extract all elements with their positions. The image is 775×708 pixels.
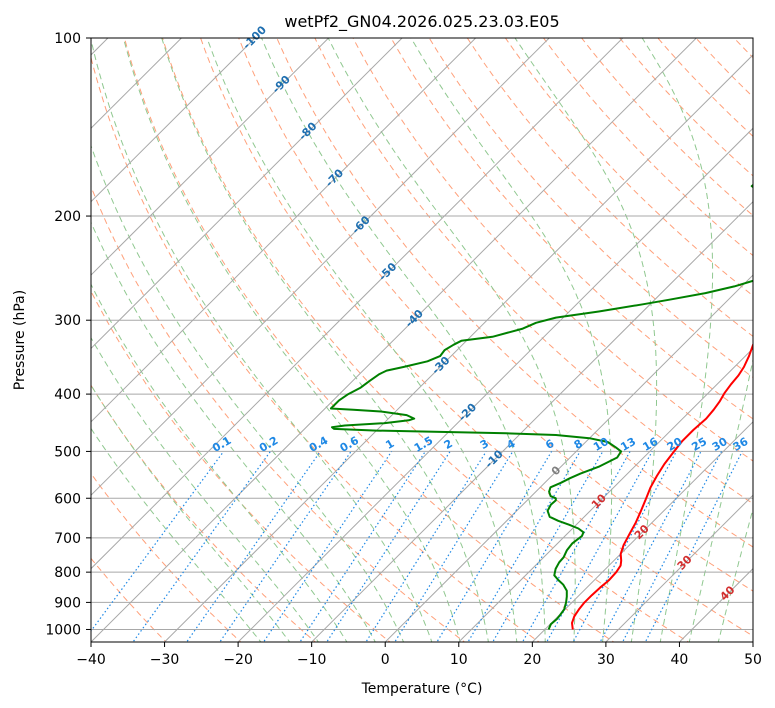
isotherm-line — [605, 494, 753, 642]
x-tick-label: 40 — [671, 652, 689, 668]
dewpoint-line — [329, 183, 753, 630]
plot-frame — [90, 37, 754, 643]
isotherm-line — [531, 421, 753, 642]
x-axis-title: Temperature (°C) — [361, 681, 483, 697]
isotherm-line — [310, 200, 753, 642]
dry-adiabat — [314, 38, 753, 505]
x-tick-label: 20 — [523, 652, 541, 668]
x-tick-label: −20 — [223, 652, 253, 668]
isotherm-line — [384, 274, 753, 642]
dry-adiabat — [466, 38, 753, 338]
y-tick-label: 600 — [54, 491, 81, 507]
y-tick-label: 200 — [54, 209, 81, 225]
mixing-ratio-line — [185, 451, 321, 642]
mixing-ratio-line — [492, 451, 604, 642]
chart-title: wetPf2_GN04.2026.025.23.03.E05 — [284, 12, 559, 32]
x-tick-label: 30 — [597, 652, 615, 668]
moist-adiabat — [91, 144, 405, 642]
profile-lines — [329, 183, 753, 630]
isotherm-line — [91, 38, 550, 496]
dry-adiabat — [200, 38, 753, 637]
dry-adiabat — [504, 38, 753, 297]
isotherm-line — [91, 38, 256, 203]
isotherm-line — [458, 347, 753, 642]
x-tick-label: 0 — [381, 652, 390, 668]
isotherm-line — [91, 38, 403, 350]
y-tick-label: 1000 — [45, 622, 81, 638]
y-axis-title: Pressure (hPa) — [12, 290, 28, 390]
x-tick-label: −40 — [76, 652, 106, 668]
y-tick-label: 900 — [54, 595, 81, 611]
isotherm-line — [91, 38, 624, 570]
y-tick-label: 700 — [54, 531, 81, 547]
temperature-line — [571, 342, 753, 630]
y-tick-label: 800 — [54, 565, 81, 581]
dry-adiabat — [238, 38, 753, 592]
axes: −40 −30 −20 −10 0 10 20 30 40 50 100 200 300 400 500 60… — [45, 31, 762, 668]
dry-adiabat — [276, 38, 753, 548]
isotherm-line — [163, 54, 753, 642]
mixing-ratio-line — [394, 451, 514, 642]
dry-adiabat — [161, 38, 690, 642]
mixing-ratio-line — [262, 451, 393, 642]
y-tick-label: 100 — [54, 31, 81, 47]
isotherm-line — [91, 38, 330, 276]
dry-adiabat — [428, 38, 753, 378]
mixing-ratio-line — [521, 451, 631, 642]
isotherm-line — [237, 127, 753, 642]
mixing-ratio-line — [599, 451, 702, 642]
isotherm-line — [91, 38, 698, 642]
mixing-ratio-line — [621, 451, 723, 642]
y-tick-label: 500 — [54, 444, 81, 460]
mixing-ratio-line — [644, 451, 743, 642]
isotherm-line — [91, 38, 183, 129]
isotherm-line — [91, 38, 477, 423]
moist-adiabat — [91, 221, 376, 642]
y-tick-label: 300 — [54, 313, 81, 329]
mixing-ratio-line — [299, 451, 426, 642]
mixing-ratio-line — [436, 451, 553, 642]
mixing-ratio-line — [219, 451, 352, 642]
background-lines — [91, 38, 753, 642]
y-tick-label: 400 — [54, 387, 81, 403]
x-tick-label: −30 — [150, 652, 180, 668]
x-tick-label: 10 — [450, 652, 468, 668]
x-tick-label: 50 — [744, 652, 762, 668]
mixing-ratio-line — [572, 451, 677, 642]
mixing-ratio-line — [467, 451, 581, 642]
x-tick-label: −10 — [297, 652, 327, 668]
